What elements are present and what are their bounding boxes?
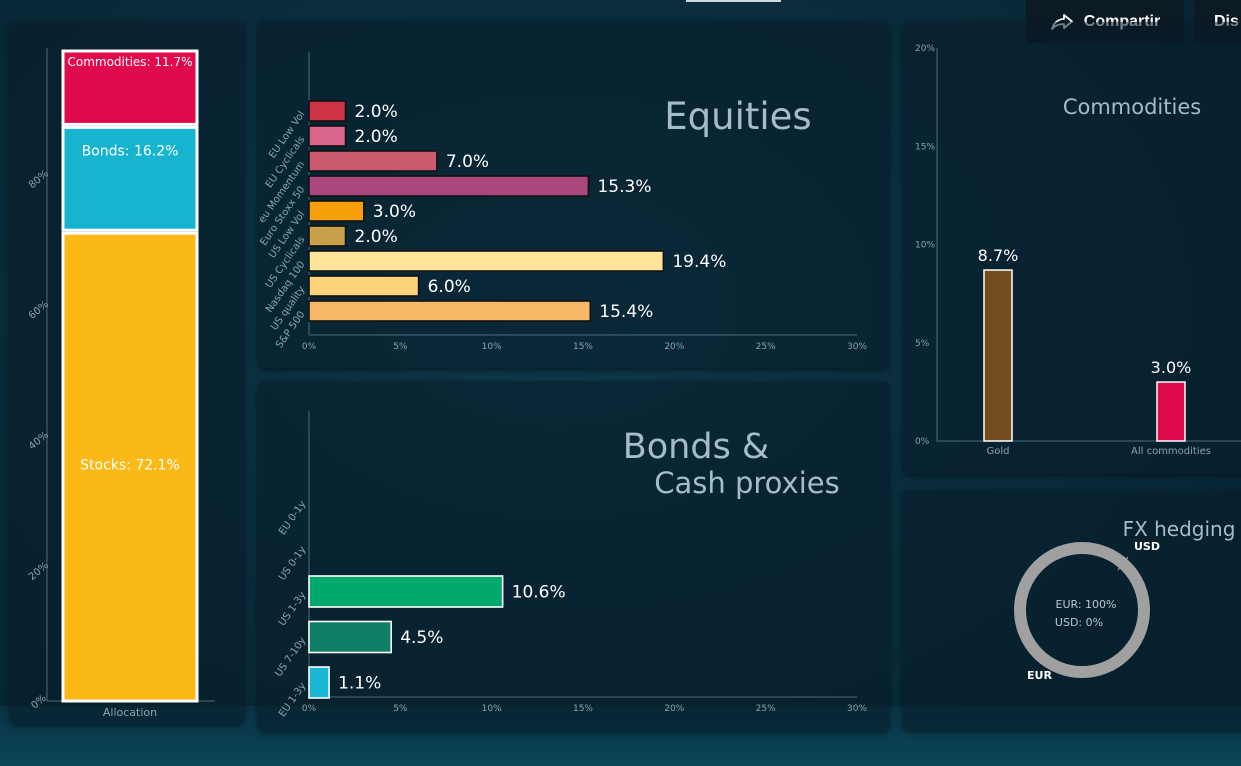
equities-x-tick-label: 0%	[302, 342, 317, 352]
commodities-y-tick-label: 10%	[915, 241, 935, 251]
equities-bar-nasdaq-100	[308, 250, 665, 272]
bonds-value-label: 1.1%	[338, 674, 381, 694]
commodities-category-label: Gold	[987, 446, 1010, 457]
equities-chart: 0% 5% 10% 15% 20% 25% 30%EU Low Vol 2.0%EU Cycl…	[257, 52, 867, 352]
equities-x-tick-label: 25%	[756, 342, 776, 352]
equities-value-label: 2.0%	[355, 127, 398, 147]
allocation-panel: 0% 20% 40% 60% 80% Stocks: 72.1% Bonds: 16.2% C…	[10, 22, 244, 724]
commodities-category-label: All commodities	[1131, 446, 1211, 457]
fx-center-label: EUR: 100%	[1056, 598, 1117, 611]
bonds-x-tick-label: 0%	[302, 704, 317, 714]
commodities-panel: 0% 5% 10% 15% 20% Commodities 8.7% Gold 3.0% All …	[903, 22, 1241, 474]
equities-value-label: 15.3%	[597, 177, 651, 197]
bonds-x-tick-label: 30%	[847, 704, 867, 714]
fx-hedging-title: FX hedging	[1123, 517, 1236, 541]
bonds-category-label: US 0-1y	[277, 544, 308, 582]
equities-value-label: 2.0%	[355, 102, 398, 122]
bonds-subtitle: Cash proxies	[654, 466, 839, 500]
equities-bar-us-cyclicals	[308, 225, 347, 247]
bonds-bar-eu-1-3y	[308, 666, 330, 699]
equities-value-label: 6.0%	[428, 277, 471, 297]
tab-underline	[686, 0, 781, 2]
equities-bar-eu-momentum	[308, 150, 438, 172]
allocation-label-commodities: Commodities: 11.7%	[67, 55, 192, 69]
commodities-value-label: 3.0%	[1151, 358, 1192, 377]
fx-center-label: USD: 0%	[1055, 616, 1103, 629]
equities-bar-us-low-vol	[308, 200, 365, 222]
fx-slice-eur	[1014, 542, 1150, 678]
fx-slice-usd	[1117, 556, 1129, 571]
equities-panel: 0% 5% 10% 15% 20% 25% 30% EU Low Vol 2.0% EU Cycl…	[257, 22, 889, 368]
commodities-value-label: 8.7%	[978, 246, 1019, 265]
commodities-title: Commodities	[1063, 95, 1201, 119]
bonds-x-tick-label: 10%	[482, 704, 502, 714]
commodities-y-tick-label: 5%	[915, 339, 930, 349]
bonds-x-tick-label: 15%	[573, 704, 593, 714]
bonds-x-tick-label: 5%	[393, 704, 408, 714]
bonds-x-tick-label: 25%	[756, 704, 776, 714]
commodities-bar-all-commodities	[1156, 381, 1186, 442]
fx-hedging-panel: FX hedging USD EUR EUR: 100% USD: 0%	[903, 490, 1241, 730]
bonds-bar-us-1-3y	[308, 575, 504, 608]
bonds-x-tick-label: 20%	[664, 704, 684, 714]
fx-label-usd: USD	[1134, 540, 1160, 553]
bonds-value-label: 4.5%	[400, 628, 443, 648]
allocation-label-bonds: Bonds: 16.2%	[82, 143, 179, 159]
bonds-bar-us-7-10y	[308, 620, 392, 654]
equities-bar-eu-cyclicals	[308, 125, 347, 147]
commodities-y-tick-label: 0%	[915, 437, 930, 447]
equities-bar-eu-low-vol	[308, 100, 347, 122]
equities-x-tick-label: 5%	[393, 342, 408, 352]
equities-value-label: 3.0%	[373, 202, 416, 222]
bonds-chart: 0% 5% 10% 15% 20% 25% 30% EU 0-1y US 0-1y US 1-3y…	[273, 411, 867, 719]
equities-x-tick-label: 15%	[573, 342, 593, 352]
equities-value-label: 19.4%	[672, 252, 726, 272]
bonds-category-label: US 7-10y	[273, 635, 308, 679]
bonds-value-label: 10.6%	[512, 583, 566, 603]
bonds-category-label: EU 0-1y	[277, 499, 308, 537]
allocation-y-tick-label: 0%	[29, 693, 48, 712]
equities-bar-euro-stoxx-50	[308, 175, 590, 197]
equities-value-label: 7.0%	[446, 152, 489, 172]
allocation-bar-commodities	[61, 49, 199, 126]
equities-bar-s-p-500	[308, 300, 592, 322]
bonds-panel: 0% 5% 10% 15% 20% 25% 30% EU 0-1y US 0-1y US 1-3y…	[258, 381, 889, 731]
commodities-y-tick-label: 15%	[915, 142, 935, 152]
equities-x-tick-label: 10%	[482, 342, 502, 352]
commodities-chart: 0% 5% 10% 15% 20% Commodities 8.7% Gold 3.0% All …	[915, 44, 1241, 457]
allocation-bar-stocks	[61, 231, 199, 703]
fx-label-eur: EUR	[1027, 669, 1052, 682]
equities-value-label: 2.0%	[355, 227, 398, 247]
equities-x-tick-label: 20%	[664, 342, 684, 352]
allocation-x-tick-label: Allocation	[103, 706, 157, 719]
commodities-y-tick-label: 20%	[915, 44, 935, 54]
commodities-bar-gold	[983, 269, 1013, 442]
allocation-bar-bonds	[61, 125, 199, 232]
bonds-title: Bonds &	[623, 427, 769, 467]
bonds-category-label: US 1-3y	[277, 590, 308, 628]
allocation-chart: 0%20%40%60%80%Stocks: 72.1%Bonds: 16.2%C…	[27, 48, 215, 719]
equities-x-tick-label: 30%	[847, 342, 867, 352]
equities-value-label: 15.4%	[599, 302, 653, 322]
allocation-label-stocks: Stocks: 72.1%	[80, 458, 180, 474]
equities-bar-us-quality	[308, 275, 420, 297]
equities-title: Equities	[664, 95, 811, 138]
